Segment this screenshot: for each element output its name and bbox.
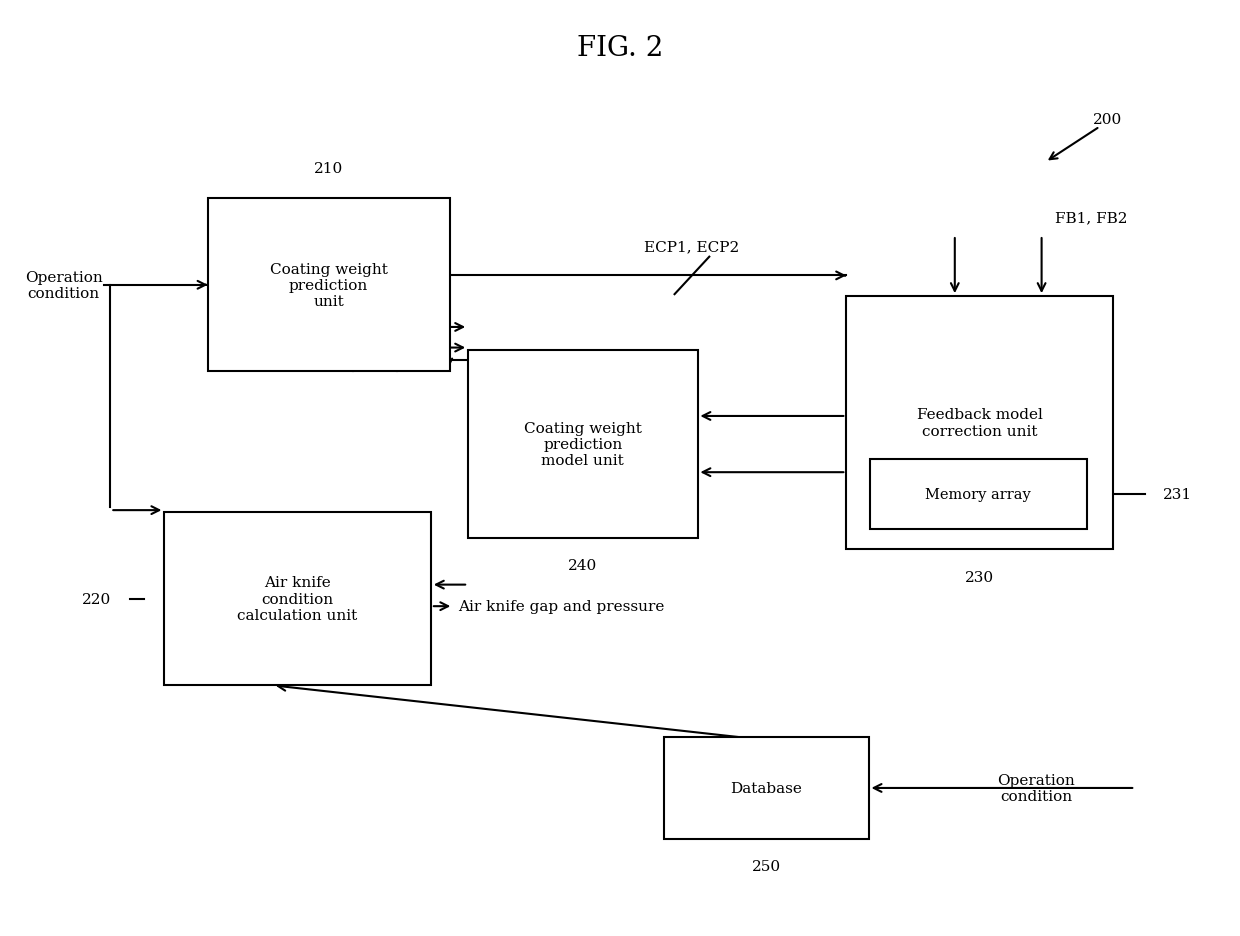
Text: 231: 231 (1163, 488, 1192, 501)
Text: Coating weight
prediction
model unit: Coating weight prediction model unit (523, 421, 642, 468)
FancyBboxPatch shape (208, 199, 450, 373)
Text: FIG. 2: FIG. 2 (577, 36, 663, 62)
Text: Coating weight
prediction
unit: Coating weight prediction unit (269, 262, 388, 309)
FancyBboxPatch shape (467, 351, 697, 538)
Text: 200: 200 (1092, 113, 1122, 126)
Text: Memory array: Memory array (925, 488, 1032, 501)
Text: 220: 220 (82, 592, 110, 606)
Text: Air knife
condition
calculation unit: Air knife condition calculation unit (238, 576, 357, 622)
FancyBboxPatch shape (846, 297, 1112, 549)
Text: 210: 210 (314, 162, 343, 176)
Text: 230: 230 (965, 570, 994, 584)
Text: ECP1, ECP2: ECP1, ECP2 (645, 240, 739, 254)
FancyBboxPatch shape (164, 513, 432, 685)
Text: Feedback model
correction unit: Feedback model correction unit (916, 408, 1043, 438)
Text: Operation
condition: Operation condition (997, 773, 1075, 803)
FancyBboxPatch shape (870, 460, 1086, 530)
Text: Database: Database (730, 782, 802, 795)
Text: Operation
condition: Operation condition (25, 271, 103, 300)
Text: 250: 250 (751, 859, 781, 873)
FancyBboxPatch shape (665, 738, 868, 839)
Text: Air knife gap and pressure: Air knife gap and pressure (459, 600, 665, 613)
Text: 240: 240 (568, 559, 598, 573)
Text: FB1, FB2: FB1, FB2 (1055, 211, 1127, 225)
